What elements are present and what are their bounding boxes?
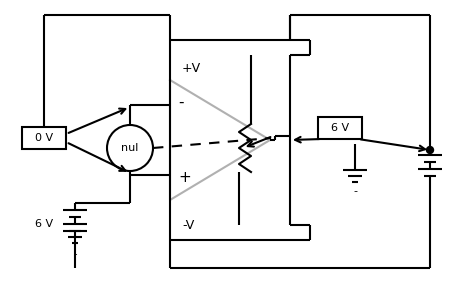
Text: 0 V: 0 V [35, 133, 53, 143]
Bar [22, 127, 66, 149]
Bar [318, 117, 362, 139]
Text: -V: -V [182, 219, 194, 232]
Text: 6 V: 6 V [331, 123, 349, 133]
Text: -: - [353, 186, 357, 196]
Text: -: - [73, 249, 77, 259]
Circle shape [426, 147, 434, 153]
Text: -: - [178, 94, 183, 109]
Text: nul: nul [121, 143, 139, 153]
Text: 6 V: 6 V [35, 219, 53, 229]
Text: +: + [178, 171, 191, 186]
Text: +V: +V [182, 62, 201, 75]
